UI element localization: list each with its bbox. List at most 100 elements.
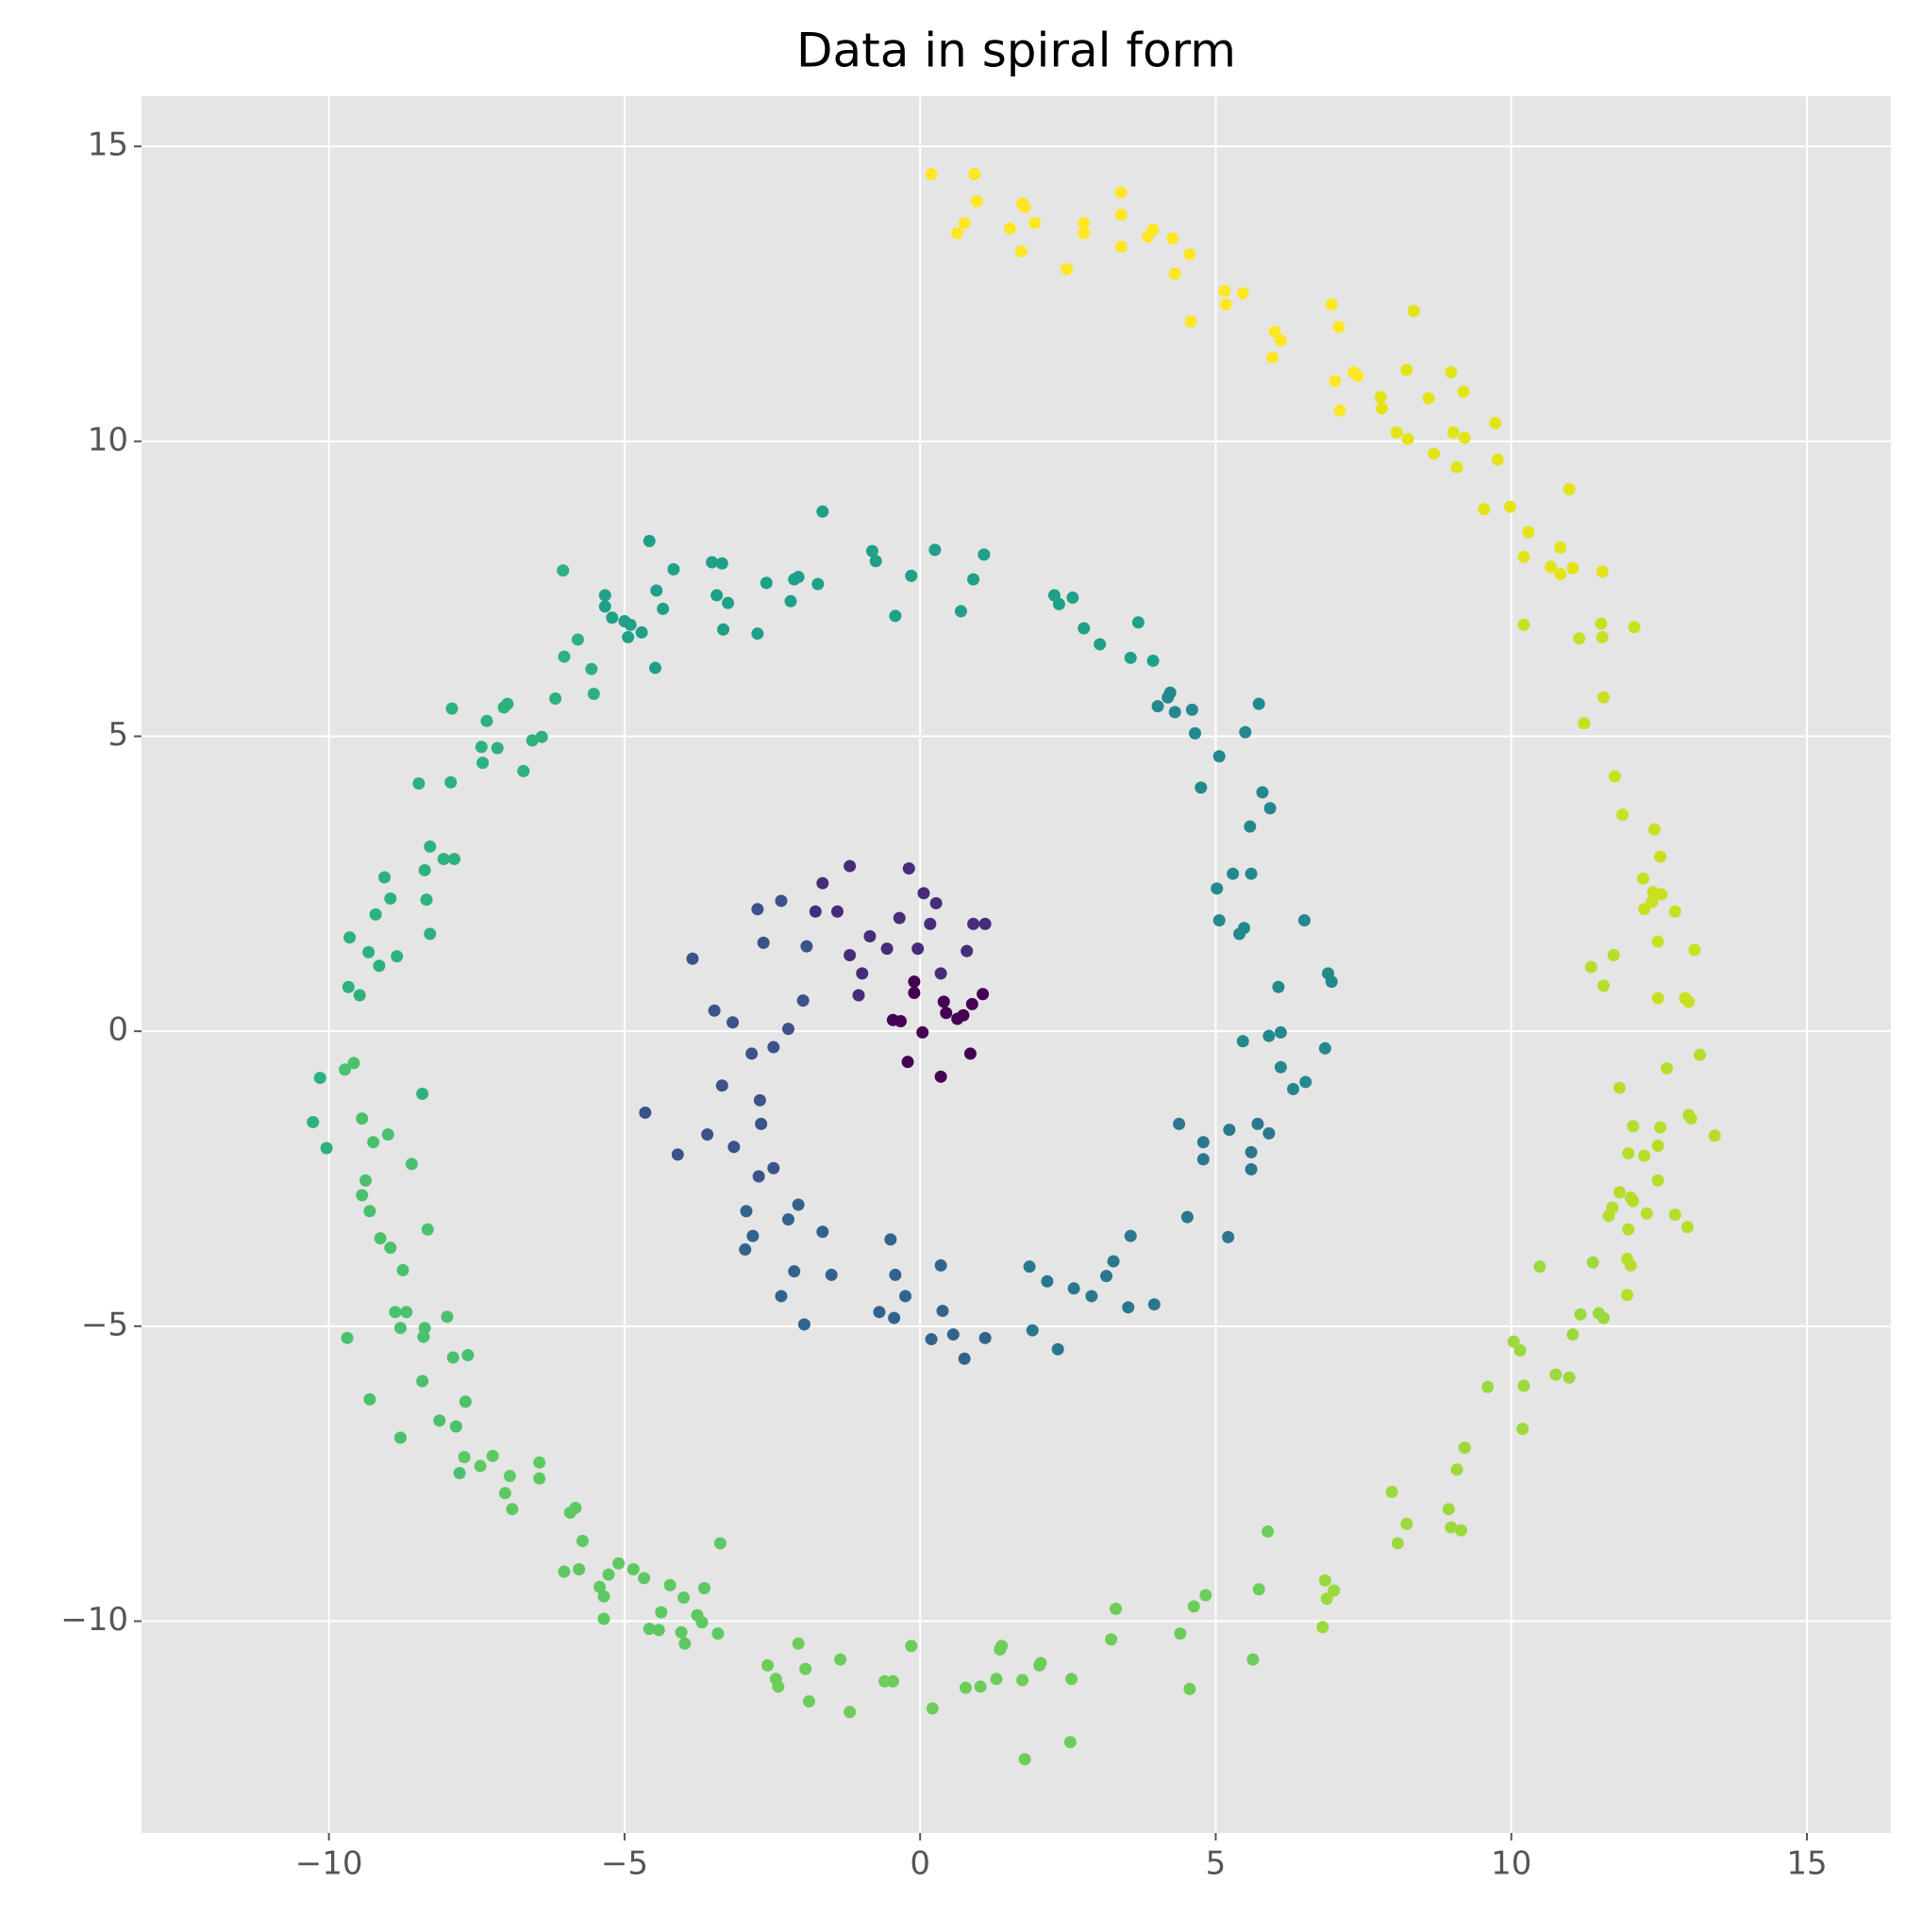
- point: [727, 1141, 741, 1154]
- y-tick-label: 0: [108, 1011, 128, 1049]
- point: [356, 1189, 369, 1202]
- point: [1199, 1589, 1212, 1602]
- point: [1622, 1223, 1635, 1236]
- point: [1212, 914, 1226, 927]
- point: [1274, 1025, 1287, 1039]
- point: [1646, 886, 1660, 899]
- x-tick-label: 10: [1491, 1845, 1531, 1883]
- point: [342, 980, 355, 993]
- point: [706, 556, 719, 569]
- point: [775, 894, 788, 908]
- point: [446, 1351, 460, 1364]
- point: [1168, 267, 1181, 280]
- point: [869, 555, 882, 568]
- point: [715, 1079, 728, 1092]
- point: [602, 1568, 615, 1581]
- point: [1236, 1035, 1249, 1048]
- point: [1654, 850, 1667, 863]
- point: [1100, 1270, 1113, 1283]
- point: [569, 1501, 582, 1514]
- point: [1141, 230, 1154, 243]
- point: [1263, 802, 1277, 815]
- point: [1114, 240, 1128, 253]
- point: [1219, 298, 1232, 311]
- point: [1627, 1120, 1640, 1133]
- point: [453, 1467, 466, 1480]
- point: [1085, 1290, 1098, 1303]
- point: [788, 1265, 801, 1278]
- point: [643, 1623, 656, 1636]
- point: [356, 1112, 369, 1125]
- point: [767, 1041, 780, 1054]
- point: [1110, 1602, 1123, 1615]
- point: [755, 1117, 768, 1130]
- point: [557, 564, 570, 577]
- point: [1262, 1029, 1276, 1042]
- point: [1187, 1600, 1200, 1613]
- point: [1124, 1229, 1137, 1242]
- point: [635, 625, 648, 639]
- point: [1222, 1230, 1235, 1243]
- point: [967, 917, 980, 930]
- point: [1596, 691, 1610, 704]
- point: [1694, 1048, 1707, 1061]
- point: [593, 1580, 607, 1593]
- point: [1163, 686, 1177, 699]
- point: [893, 911, 906, 924]
- point: [1513, 1343, 1527, 1357]
- point: [571, 633, 584, 646]
- point: [711, 1627, 725, 1641]
- point: [1651, 1174, 1664, 1187]
- point: [863, 929, 877, 942]
- point: [902, 862, 915, 875]
- point: [424, 840, 437, 853]
- point: [911, 942, 925, 956]
- point: [486, 1449, 499, 1462]
- point: [416, 1087, 429, 1100]
- point: [886, 1674, 899, 1688]
- point: [751, 903, 764, 916]
- point: [1180, 1210, 1194, 1224]
- point: [1023, 1260, 1036, 1274]
- point: [1329, 375, 1342, 388]
- point: [678, 1637, 692, 1650]
- point: [722, 596, 735, 609]
- point: [1391, 1537, 1404, 1550]
- point: [751, 627, 764, 641]
- point: [788, 573, 801, 586]
- point: [1516, 1423, 1529, 1436]
- point: [378, 871, 392, 884]
- point: [1574, 1307, 1587, 1321]
- point: [1621, 1289, 1634, 1302]
- point: [1445, 1521, 1458, 1534]
- point: [816, 505, 829, 518]
- point: [445, 702, 459, 715]
- point: [767, 1161, 780, 1174]
- point: [1545, 560, 1558, 574]
- point: [389, 1306, 402, 1319]
- point: [1066, 591, 1079, 605]
- point: [558, 1565, 571, 1578]
- point: [1287, 1082, 1300, 1095]
- point: [458, 1451, 471, 1464]
- point: [713, 1537, 727, 1550]
- point: [1244, 820, 1257, 833]
- point: [1684, 1112, 1697, 1125]
- point: [811, 577, 825, 591]
- point: [657, 602, 670, 615]
- point: [1018, 1753, 1031, 1766]
- point: [1195, 781, 1208, 794]
- point: [1613, 1186, 1626, 1199]
- point: [1147, 1298, 1161, 1311]
- point: [663, 1578, 677, 1591]
- point: [1274, 334, 1287, 347]
- point: [934, 967, 947, 980]
- point: [970, 194, 983, 208]
- point: [1105, 1633, 1118, 1646]
- point: [908, 975, 921, 989]
- point: [717, 623, 730, 636]
- point: [1458, 431, 1471, 444]
- point: [441, 1310, 454, 1324]
- point: [549, 691, 562, 705]
